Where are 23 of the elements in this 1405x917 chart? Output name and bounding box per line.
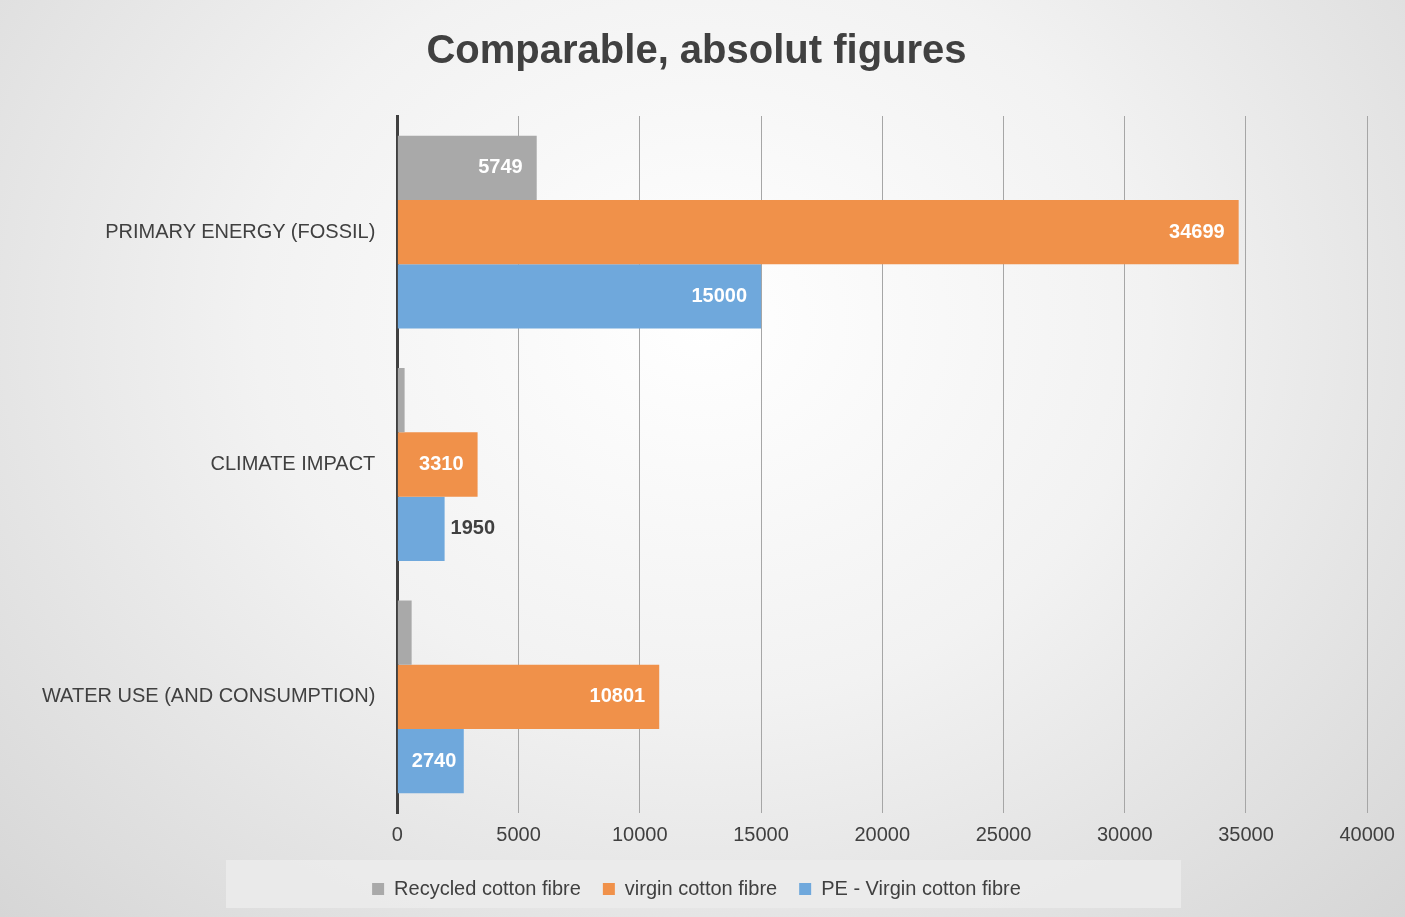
y-tick-label: WATER USE (AND CONSUMPTION) bbox=[41, 684, 376, 707]
legend-label: Recycled cotton fibre bbox=[394, 876, 581, 899]
data-label: 10801 bbox=[589, 684, 646, 707]
y-tick-label: CLIMATE IMPACT bbox=[210, 452, 376, 475]
data-label: 2740 bbox=[411, 748, 457, 771]
data-label: 15000 bbox=[691, 283, 748, 306]
x-tick-label: 40000 bbox=[1339, 822, 1395, 845]
y-tick-label: PRIMARY ENERGY (FOSSIL) bbox=[105, 219, 376, 242]
chart-title: Comparable, absolut figures bbox=[426, 27, 967, 72]
x-tick-label: 5000 bbox=[496, 822, 541, 845]
x-tick-label: 20000 bbox=[854, 822, 911, 845]
x-tick-label: 30000 bbox=[1096, 822, 1153, 845]
data-label: 3310 bbox=[419, 452, 464, 475]
data-label: 5749 bbox=[478, 155, 523, 178]
x-tick-label: 10000 bbox=[611, 822, 668, 845]
data-label: 1950 bbox=[450, 516, 496, 539]
x-tick-label: 25000 bbox=[975, 822, 1032, 845]
legend-label: PE - Virgin cotton fibre bbox=[821, 876, 1021, 899]
legend-label: virgin cotton fibre bbox=[624, 876, 778, 899]
x-tick-label: 0 bbox=[391, 822, 403, 845]
x-tick-label: 35000 bbox=[1218, 822, 1274, 845]
data-label: 34699 bbox=[1169, 219, 1225, 242]
x-tick-label: 15000 bbox=[733, 822, 789, 845]
